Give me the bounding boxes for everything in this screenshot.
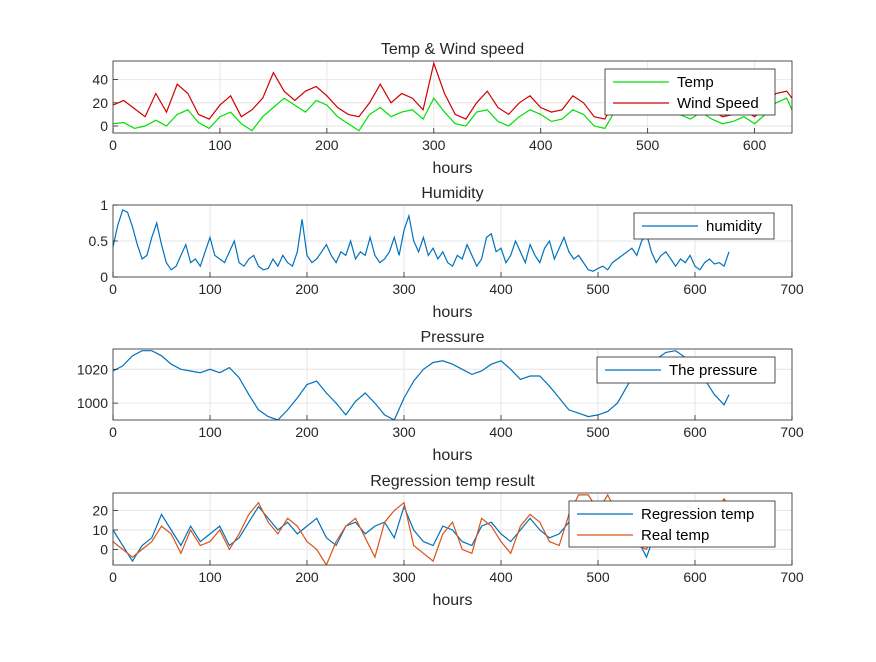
x-axis-label: hours xyxy=(432,447,472,464)
x-tick-label: 0 xyxy=(109,424,117,440)
x-tick-label: 400 xyxy=(489,424,513,440)
axes-frame xyxy=(112,492,793,566)
series-line-1 xyxy=(113,95,792,132)
chart-title: Regression temp result xyxy=(370,473,535,490)
x-tick-label: 600 xyxy=(683,569,707,585)
y-tick-label: 10 xyxy=(92,522,108,538)
legend-label: Real temp xyxy=(641,527,709,544)
series-line-1 xyxy=(113,209,730,272)
y-tick-label: 20 xyxy=(92,503,108,519)
x-tick-label: 200 xyxy=(295,281,319,297)
legend-label: The pressure xyxy=(669,362,757,379)
x-tick-label: 400 xyxy=(529,137,553,153)
legend-box xyxy=(568,500,776,548)
x-tick-label: 500 xyxy=(586,569,610,585)
y-tick-label: 0.5 xyxy=(89,233,109,249)
legend-label: humidity xyxy=(706,218,762,235)
x-tick-label: 100 xyxy=(198,569,222,585)
y-tick-label: 20 xyxy=(92,95,108,111)
legend: humidity xyxy=(633,212,775,240)
x-tick-label: 400 xyxy=(489,569,513,585)
x-tick-label: 300 xyxy=(392,281,416,297)
x-tick-label: 100 xyxy=(208,137,232,153)
legend-label: Temp xyxy=(677,74,714,91)
x-tick-label: 100 xyxy=(198,424,222,440)
x-tick-label: 500 xyxy=(586,424,610,440)
legend: Regression temp Real temp xyxy=(568,500,776,548)
x-tick-label: 500 xyxy=(586,281,610,297)
y-tick-label: 1020 xyxy=(77,361,108,377)
y-tick-label: 1 xyxy=(100,197,108,213)
subplot-2: 0 100 200 300 400 500 600 700 0 0.5 1 Humidity hours… xyxy=(89,185,804,321)
x-tick-label: 700 xyxy=(780,569,804,585)
x-tick-label: 600 xyxy=(683,424,707,440)
x-axis-label: hours xyxy=(432,160,472,177)
x-tick-label: 700 xyxy=(780,281,804,297)
x-tick-label: 400 xyxy=(489,281,513,297)
x-tick-label: 300 xyxy=(422,137,446,153)
x-tick-label: 600 xyxy=(743,137,767,153)
subplot-4: 0 100 200 300 400 500 600 700 0 10 20 Regression te… xyxy=(92,473,803,609)
legend-label: Wind Speed xyxy=(677,95,759,112)
subplot-3: 0 100 200 300 400 500 600 700 1000 1020 Pressure ho… xyxy=(77,329,804,464)
x-tick-label: 100 xyxy=(198,281,222,297)
chart-title: Temp & Wind speed xyxy=(381,41,524,58)
x-axis-label: hours xyxy=(432,304,472,321)
x-tick-label: 200 xyxy=(315,137,339,153)
legend: Temp Wind Speed xyxy=(604,68,776,116)
legend: The pressure xyxy=(596,356,776,384)
y-tick-label: 0 xyxy=(100,118,108,134)
subplot-1: 0 100 200 300 400 500 600 0 20 40 Temp & Wind spee… xyxy=(92,41,793,177)
x-tick-label: 0 xyxy=(109,569,117,585)
legend-box xyxy=(604,68,776,116)
x-tick-label: 600 xyxy=(683,281,707,297)
legend-label: Regression temp xyxy=(641,506,754,523)
x-tick-label: 700 xyxy=(780,424,804,440)
y-tick-label: 40 xyxy=(92,72,108,88)
x-tick-label: 500 xyxy=(636,137,660,153)
x-tick-label: 300 xyxy=(392,569,416,585)
x-tick-label: 0 xyxy=(109,281,117,297)
x-axis-label: hours xyxy=(432,592,472,609)
axes-frame xyxy=(112,60,793,134)
x-tick-label: 300 xyxy=(392,424,416,440)
y-tick-label: 1000 xyxy=(77,395,108,411)
chart-title: Humidity xyxy=(421,185,483,202)
x-tick-label: 200 xyxy=(295,424,319,440)
axes-frame xyxy=(112,348,793,421)
y-tick-label: 0 xyxy=(100,269,108,285)
y-tick-label: 0 xyxy=(100,541,108,557)
chart-title: Pressure xyxy=(420,329,484,346)
x-tick-label: 200 xyxy=(295,569,319,585)
x-tick-label: 0 xyxy=(109,137,117,153)
